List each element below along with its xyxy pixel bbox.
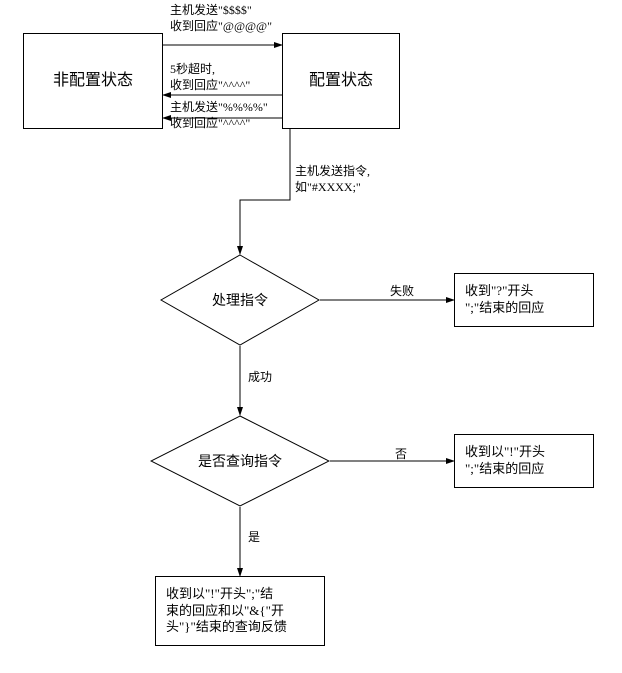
edge-label-timeout: 5秒超时, 收到回应"^^^^" (170, 62, 250, 93)
node-fail-response: 收到"?"开头 ";"结束的回应 (454, 273, 594, 327)
node-query-response: 收到以"!"开头";"结 束的回应和以"&{"开 头"}"结束的查询反馈 (155, 576, 325, 646)
node-config-state: 配置状态 (282, 33, 400, 129)
node-nonconfig-state: 非配置状态 (23, 33, 163, 129)
node-label: 非配置状态 (53, 71, 133, 92)
node-label: 配置状态 (309, 71, 373, 92)
diamond-is-query: 是否查询指令 (150, 415, 330, 507)
node-label: 处理指令 (212, 290, 268, 310)
edge-label-success: 成功 (248, 370, 272, 386)
node-ok-response: 收到以"!"开头 ";"结束的回应 (454, 434, 594, 488)
node-label: 收到以"!"开头 ";"结束的回应 (465, 444, 545, 478)
node-label: 收到"?"开头 ";"结束的回应 (465, 283, 544, 317)
node-label: 是否查询指令 (198, 451, 282, 471)
diamond-process-command: 处理指令 (160, 254, 320, 346)
edge-label-send-command: 主机发送指令, 如"#XXXX;" (295, 164, 370, 195)
node-label: 收到以"!"开头";"结 束的回应和以"&{"开 头"}"结束的查询反馈 (166, 586, 287, 637)
flowchart-canvas: 非配置状态 配置状态 处理指令 是否查询指令 收到"?"开头 ";"结束的回应 … (0, 0, 622, 673)
edge-label-send-dollar: 主机发送"$$$$" 收到回应"@@@@" (170, 3, 272, 34)
edge-label-send-percent: 主机发送"%%%%" 收到回应"^^^^" (170, 100, 268, 131)
edge-label-yes: 是 (248, 530, 260, 546)
edge-label-no: 否 (395, 447, 407, 463)
edge-label-fail: 失败 (390, 284, 414, 300)
